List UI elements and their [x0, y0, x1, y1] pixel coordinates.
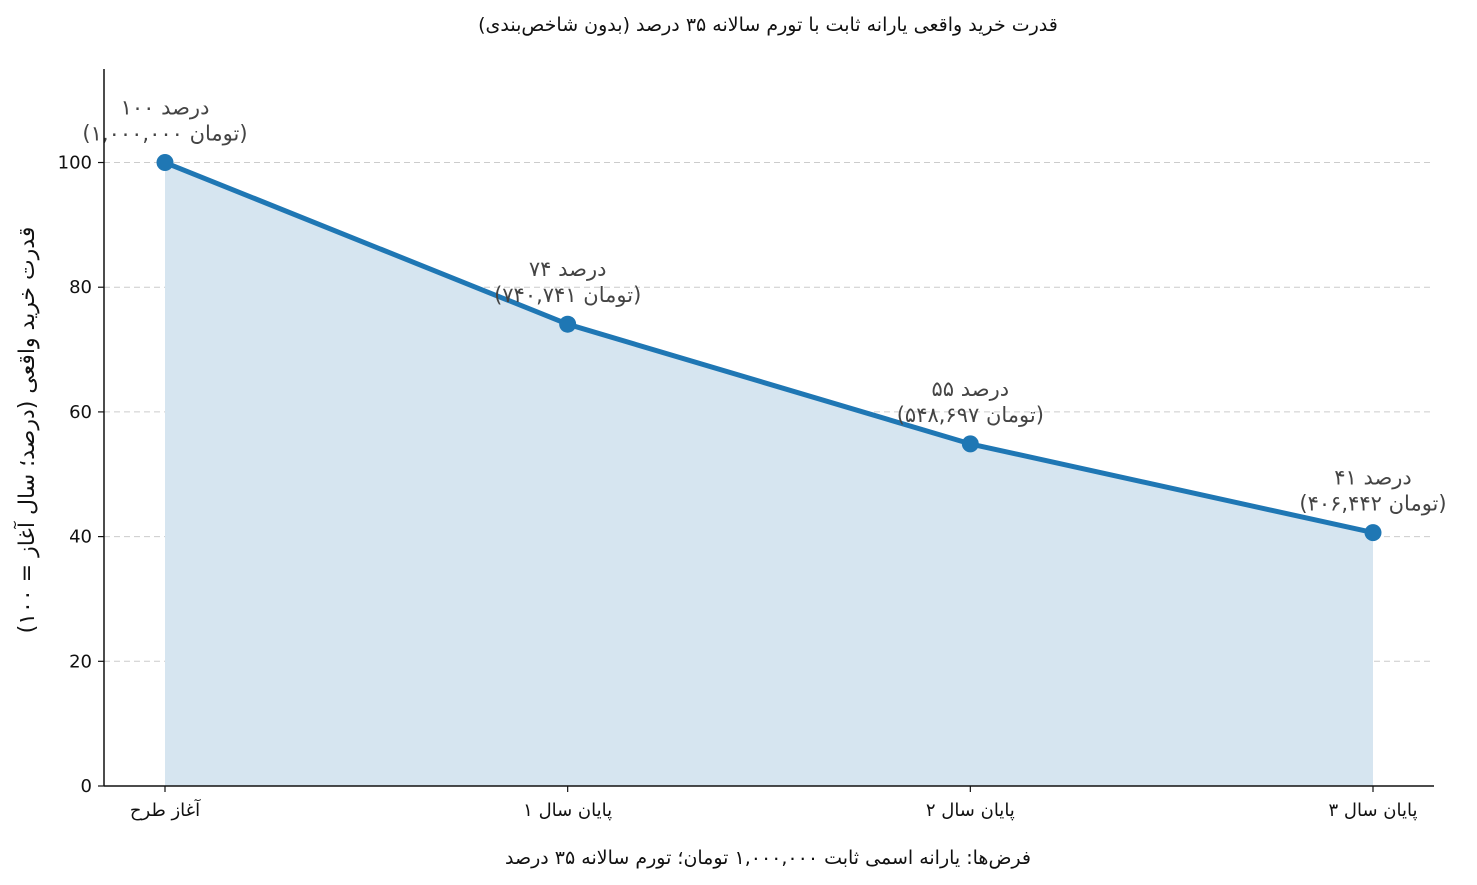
data-point-2: [961, 435, 979, 453]
data-labels: ۱۰۰ درصد(۱,۰۰۰,۰۰۰ تومان) ۷۴ درصد(۷۴۰,۷۴۱…: [82, 96, 1446, 516]
y-tick-label-3: 60: [69, 402, 92, 423]
data-point-1: [559, 315, 577, 333]
x-tick-label-0: آغاز طرح: [130, 798, 201, 821]
data-points: [156, 154, 1382, 542]
data-label-percent-3: ۴۱ درصد: [1334, 466, 1412, 490]
data-point-3: [1364, 524, 1382, 542]
data-label-amount-0: (۱,۰۰۰,۰۰۰ تومان): [82, 122, 247, 146]
y-axis-label: قدرت خرید واقعی (درصد؛ سال آغاز = ۱۰۰): [13, 227, 40, 634]
data-point-0: [156, 154, 174, 172]
data-label-amount-2: (۵۴۸,۶۹۷ تومان): [897, 403, 1044, 427]
y-ticks: 0 20 40 60 80 100: [58, 153, 104, 797]
series-line: [164, 160, 1374, 536]
data-label-amount-1: (۷۴۰,۷۴۱ تومان): [494, 283, 641, 307]
x-axis-label: فرض‌ها: یارانه اسمی ثابت ۱,۰۰۰,۰۰۰ تومان…: [505, 847, 1031, 869]
x-tick-label-2: پایان سال ۲: [926, 800, 1015, 821]
x-tick-label-3: پایان سال ۳: [1329, 800, 1418, 821]
x-tick-label-1: پایان سال ۱: [523, 800, 612, 821]
data-label-percent-0: ۱۰۰ درصد: [121, 96, 210, 120]
chart-title: قدرت خرید واقعی یارانه ثابت با تورم سالا…: [478, 14, 1058, 36]
y-tick-label-1: 20: [69, 651, 92, 672]
y-tick-label-0: 0: [81, 776, 92, 797]
y-tick-label-4: 80: [69, 277, 92, 298]
x-ticks: آغاز طرح پایان سال ۱ پایان سال ۲ پایان سال …: [130, 786, 1418, 821]
area-fill: [165, 162, 1373, 787]
data-label-percent-2: ۵۵ درصد: [932, 377, 1010, 401]
data-label-percent-1: ۷۴ درصد: [529, 257, 607, 281]
y-tick-label-5: 100: [58, 153, 92, 174]
data-label-amount-3: (۴۰۶,۴۴۲ تومان): [1299, 492, 1446, 516]
y-tick-label-2: 40: [69, 527, 92, 548]
